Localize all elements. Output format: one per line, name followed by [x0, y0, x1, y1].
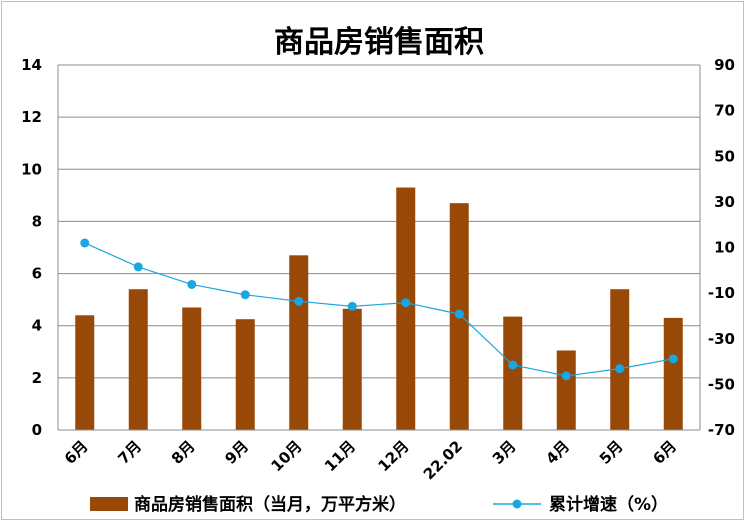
right-tick-label: -10	[708, 284, 735, 302]
right-tick-label: -30	[708, 330, 735, 348]
x-tick-label: 11月	[321, 437, 359, 475]
bar	[128, 289, 148, 430]
left-tick-label: 8	[32, 212, 42, 230]
bar	[503, 316, 523, 430]
legend-bar-swatch	[90, 497, 128, 511]
bar	[663, 317, 683, 430]
x-tick-label: 3月	[489, 437, 520, 468]
bar	[610, 289, 630, 430]
x-tick-label: 4月	[542, 437, 573, 468]
right-tick-label: 10	[714, 239, 735, 257]
left-tick-label: 0	[32, 421, 42, 439]
bar	[396, 187, 416, 430]
line-point	[615, 364, 625, 374]
series-line	[84, 242, 674, 377]
bar	[182, 307, 202, 430]
grid	[58, 64, 700, 379]
left-tick-label: 12	[21, 108, 42, 126]
x-tick-label: 6月	[61, 437, 92, 468]
legend-line-marker	[512, 499, 522, 509]
x-tick-label: 9月	[221, 437, 252, 468]
bar	[289, 255, 309, 430]
x-tick-label: 10月	[267, 437, 305, 475]
x-tick-label: 5月	[596, 437, 627, 468]
line-series	[80, 238, 678, 381]
line-point	[80, 238, 90, 248]
right-tick-label: -50	[708, 375, 735, 393]
x-tick-label: 6月	[649, 437, 680, 468]
line-point	[561, 371, 571, 381]
line-point	[294, 296, 304, 306]
x-tick-label: 8月	[168, 437, 199, 468]
line-point	[668, 354, 678, 364]
line-point	[401, 298, 411, 308]
legend-bar-label: 商品房销售面积（当月，万平方米）	[134, 494, 406, 515]
right-tick-label: 70	[714, 102, 735, 120]
bar	[75, 315, 95, 430]
line-point	[347, 301, 357, 311]
left-tick-label: 10	[21, 160, 42, 178]
line-point	[454, 309, 464, 319]
right-tick-label: 90	[714, 56, 735, 74]
x-tick-label: 7月	[114, 437, 145, 468]
line-point	[240, 290, 250, 300]
x-tick-label: 12月	[374, 437, 412, 475]
right-tick-label: 30	[714, 193, 735, 211]
right-tick-label: -70	[708, 421, 735, 439]
bar	[342, 308, 362, 430]
x-tick-label: 22.02	[420, 437, 466, 483]
left-tick-label: 14	[21, 56, 42, 74]
legend-line-label: 累计增速（%）	[549, 494, 668, 515]
line-point	[133, 262, 143, 272]
left-tick-label: 2	[32, 369, 42, 387]
line-point	[187, 279, 197, 289]
line-point	[508, 360, 518, 370]
bar-series	[75, 187, 683, 430]
bar	[556, 350, 576, 430]
left-tick-label: 6	[32, 265, 42, 283]
legend: 商品房销售面积（当月，万平方米） 累计增速（%）	[90, 494, 668, 515]
left-tick-label: 4	[32, 317, 42, 335]
bar	[235, 319, 255, 430]
chart-title: 商品房销售面积	[274, 25, 484, 60]
right-tick-label: 50	[714, 147, 735, 165]
